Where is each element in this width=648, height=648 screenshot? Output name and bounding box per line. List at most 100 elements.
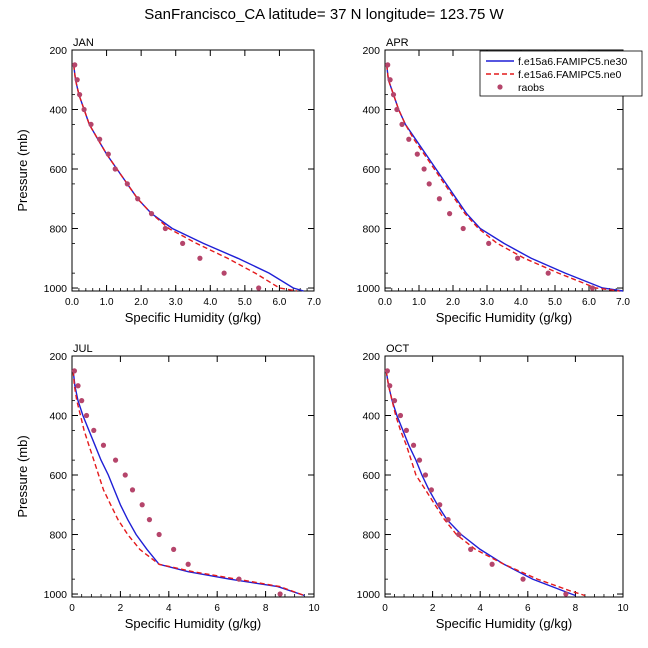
raobs-point bbox=[83, 412, 90, 419]
y-tick-label: 200 bbox=[362, 351, 380, 363]
raobs-point bbox=[129, 487, 136, 493]
raobs-point bbox=[77, 92, 83, 98]
raobs-point bbox=[456, 531, 462, 538]
raobs-point bbox=[545, 270, 551, 276]
y-tick-label: 1000 bbox=[357, 589, 381, 601]
x-tick-label: 3.0 bbox=[480, 297, 494, 308]
raobs-point bbox=[105, 151, 111, 157]
raobs-point bbox=[384, 368, 390, 374]
raobs-point bbox=[489, 561, 495, 567]
raobs-point bbox=[88, 121, 94, 127]
x-tick-label: 4.0 bbox=[514, 297, 528, 308]
raobs-point bbox=[394, 106, 400, 113]
y-tick-label: 1000 bbox=[44, 589, 68, 601]
raobs-point bbox=[563, 591, 569, 597]
raobs-point bbox=[460, 225, 466, 232]
raobs-point bbox=[162, 225, 168, 232]
y-axis-label: Pressure (mb) bbox=[15, 435, 30, 517]
raobs-point bbox=[447, 211, 453, 217]
y-tick-label: 400 bbox=[49, 411, 67, 423]
raobs-point bbox=[445, 517, 451, 523]
series-line-ne0 bbox=[72, 370, 305, 597]
panel-jan: 0.0 1.0 2.0 3.0 4.0 5.0 6.0 7.0 200 400 600 800 1000… bbox=[15, 37, 321, 325]
raobs-point bbox=[277, 591, 283, 597]
y-tick-label: 1000 bbox=[357, 283, 381, 295]
plot-frame bbox=[384, 355, 624, 598]
raobs-point bbox=[428, 487, 435, 493]
raobs-point bbox=[410, 442, 417, 448]
y-tick-label: 400 bbox=[362, 105, 380, 117]
y-tick-label: 600 bbox=[49, 470, 67, 482]
series-line-ne0 bbox=[73, 64, 297, 292]
x-tick-label: 2.0 bbox=[446, 297, 460, 308]
raobs-point bbox=[387, 77, 393, 83]
raobs-point bbox=[79, 398, 85, 404]
x-tick-label: 0.0 bbox=[378, 297, 392, 308]
raobs-point bbox=[72, 62, 78, 68]
y-tick-label: 600 bbox=[362, 470, 380, 482]
x-tick-label: 6 bbox=[525, 603, 531, 614]
series-line-ne30 bbox=[72, 370, 305, 597]
raobs-point bbox=[171, 546, 177, 552]
raobs-point bbox=[221, 270, 227, 276]
y-tick-label: 800 bbox=[49, 224, 67, 236]
y-tick-label: 600 bbox=[362, 164, 380, 176]
raobs-point bbox=[97, 136, 103, 142]
x-tick-label: 4 bbox=[477, 603, 483, 614]
raobs-point bbox=[81, 106, 87, 113]
x-tick-label: 1.0 bbox=[412, 297, 426, 308]
legend-label: f.e15a6.FAMIPC5.ne30 bbox=[518, 56, 627, 68]
x-tick-label: 4 bbox=[166, 603, 172, 614]
x-tick-label: 8 bbox=[263, 603, 269, 614]
raobs-point bbox=[515, 255, 521, 261]
plot-frame bbox=[384, 49, 624, 292]
raobs-point bbox=[156, 531, 162, 538]
x-tick-label: 10 bbox=[617, 603, 629, 614]
raobs-point bbox=[180, 240, 186, 246]
y-tick-label: 200 bbox=[49, 351, 67, 363]
x-tick-label: 7.0 bbox=[307, 297, 321, 308]
raobs-point bbox=[437, 502, 443, 508]
y-tick-label: 400 bbox=[362, 411, 380, 423]
x-tick-label: 2 bbox=[118, 603, 124, 614]
raobs-point bbox=[422, 472, 429, 478]
series-line-ne30 bbox=[386, 64, 624, 292]
x-tick-label: 0 bbox=[69, 603, 75, 614]
y-tick-label: 400 bbox=[49, 105, 67, 117]
raobs-point bbox=[112, 457, 119, 463]
series-line-ne0 bbox=[386, 64, 620, 292]
series-line-ne0 bbox=[385, 370, 586, 597]
legend: f.e15a6.FAMIPC5.ne30f.e15a6.FAMIPC5.ne0r… bbox=[479, 50, 643, 97]
raobs-point bbox=[236, 576, 242, 582]
y-tick-label: 800 bbox=[49, 530, 67, 542]
panel-label: JUL bbox=[73, 343, 93, 355]
panel-label: APR bbox=[386, 37, 409, 49]
raobs-point bbox=[75, 383, 81, 389]
x-tick-label: 6.0 bbox=[582, 297, 596, 308]
plot-frame bbox=[71, 49, 315, 292]
raobs-point bbox=[406, 136, 412, 142]
raobs-point bbox=[426, 181, 432, 187]
raobs-point bbox=[122, 472, 128, 478]
y-tick-label: 200 bbox=[49, 45, 67, 57]
x-tick-label: 5.0 bbox=[238, 297, 252, 308]
raobs-point bbox=[112, 166, 118, 172]
y-tick-label: 1000 bbox=[44, 283, 68, 295]
x-tick-label: 6.0 bbox=[272, 297, 286, 308]
raobs-point bbox=[421, 166, 427, 172]
legend-label: raobs bbox=[518, 82, 544, 94]
panel-apr: 0.0 1.0 2.0 3.0 4.0 5.0 6.0 7.0 200 400 600 800 1000… bbox=[357, 37, 631, 325]
legend-marker-raobs bbox=[497, 84, 503, 90]
y-tick-label: 200 bbox=[362, 45, 380, 57]
raobs-point bbox=[135, 196, 141, 202]
x-tick-label: 0.0 bbox=[65, 297, 79, 308]
raobs-point bbox=[399, 121, 405, 127]
raobs-point bbox=[391, 398, 398, 404]
x-tick-label: 3.0 bbox=[169, 297, 183, 308]
panel-label: JAN bbox=[73, 37, 94, 49]
raobs-point bbox=[486, 240, 492, 246]
x-axis-label: Specific Humidity (g/kg) bbox=[436, 616, 573, 631]
raobs-point bbox=[397, 412, 404, 419]
series-line-ne30 bbox=[385, 370, 576, 597]
raobs-point bbox=[185, 561, 191, 567]
